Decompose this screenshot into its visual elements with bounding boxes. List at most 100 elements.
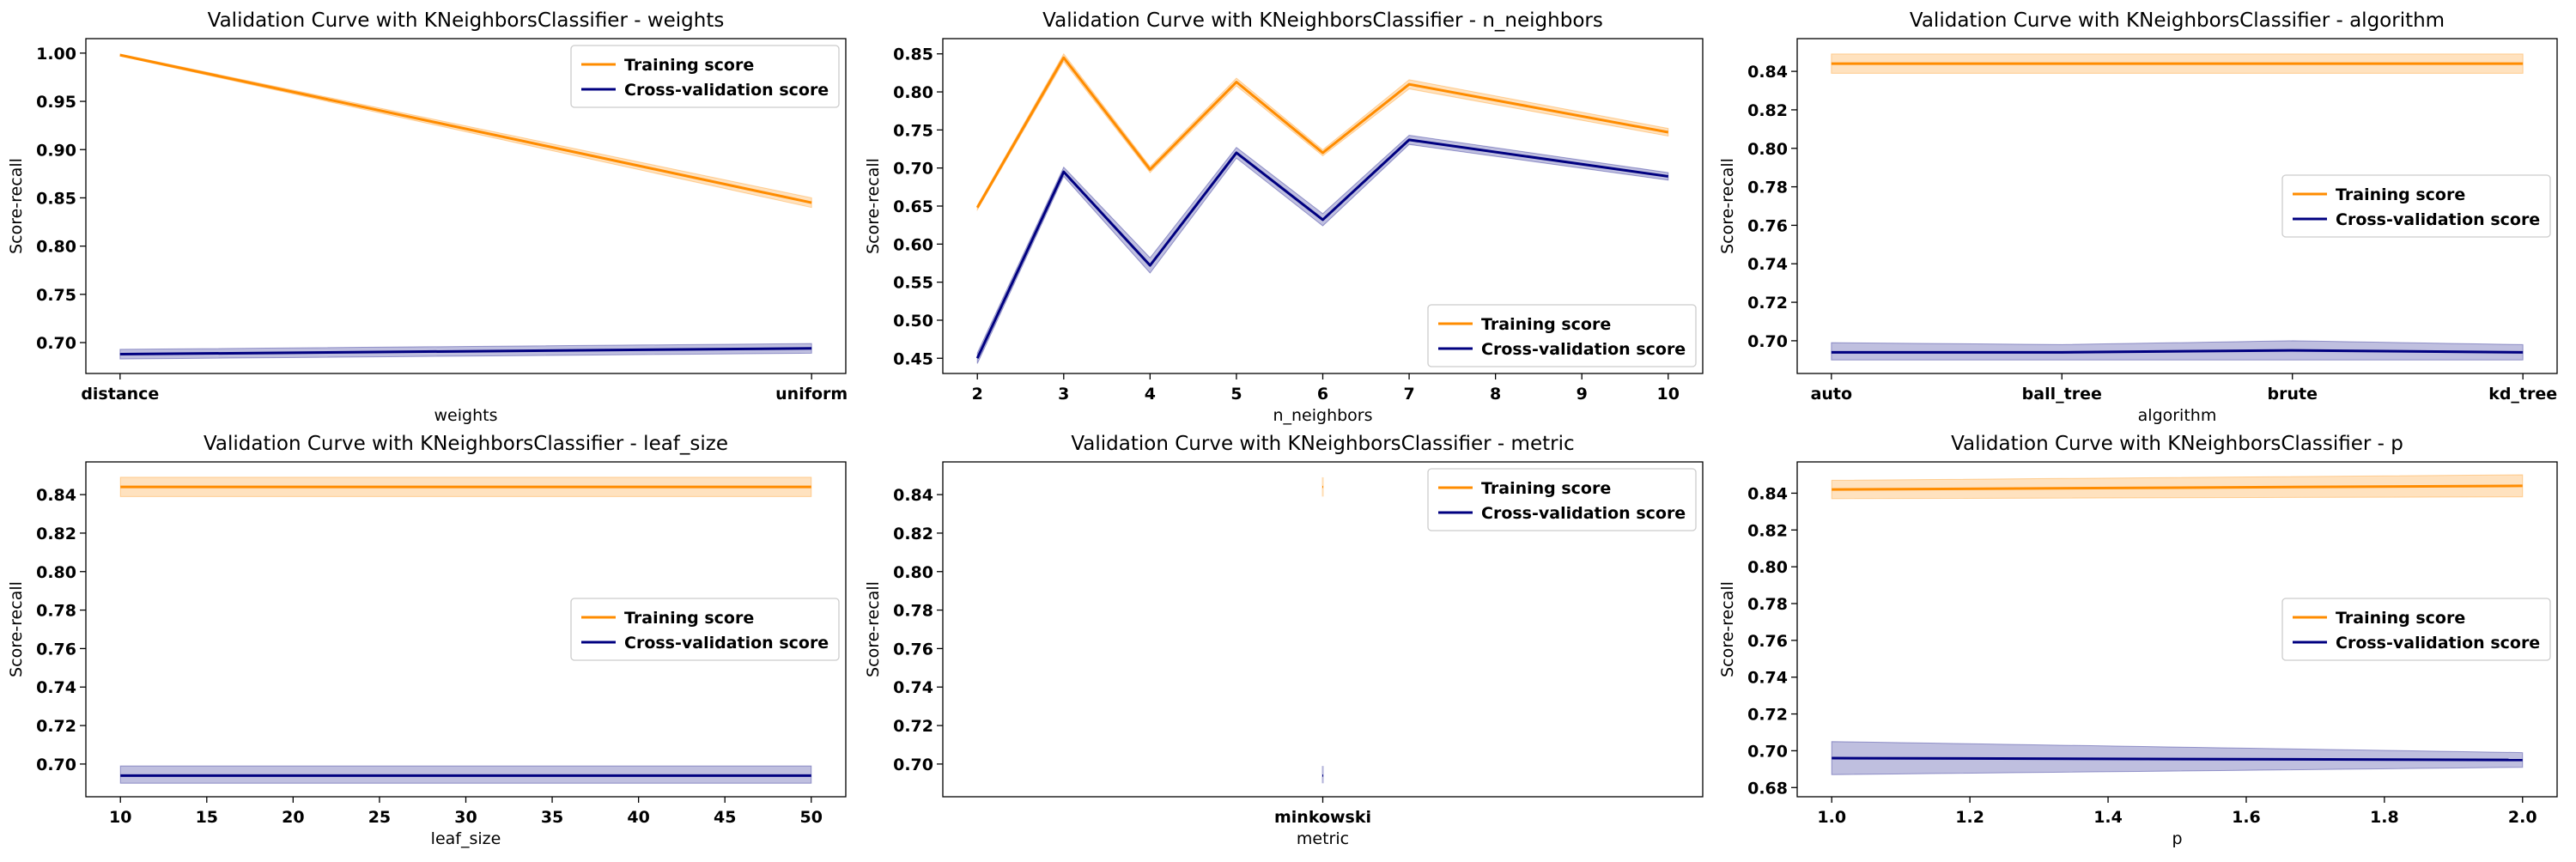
x-tick-label: 1.6 <box>2232 808 2261 827</box>
y-tick-label: 0.76 <box>36 640 76 659</box>
chart-title: Validation Curve with KNeighborsClassifi… <box>204 433 728 455</box>
x-axis-label: algorithm <box>2138 406 2217 425</box>
y-tick-label: 0.60 <box>893 235 933 254</box>
x-axis-label: metric <box>1297 829 1349 848</box>
chart-title: Validation Curve with KNeighborsClassifi… <box>1071 433 1574 455</box>
legend-label-training: Training score <box>1481 479 1611 498</box>
y-tick-label: 0.82 <box>1747 521 1788 540</box>
x-tick-label: brute <box>2267 385 2317 404</box>
y-tick-label: 0.80 <box>1747 140 1788 159</box>
y-tick-label: 0.78 <box>1747 595 1788 614</box>
legend-box <box>2281 174 2551 238</box>
y-tick-label: 0.70 <box>1747 742 1788 761</box>
axes-frame <box>85 38 847 374</box>
chart-panel-2: Validation Curve with KNeighborsClassifi… <box>864 9 1704 425</box>
y-tick-label: 0.90 <box>36 141 76 160</box>
y-tick-label: 0.70 <box>1747 332 1788 351</box>
x-axis-label: p <box>2172 829 2182 848</box>
legend: Training score Cross-validation score <box>2281 174 2551 238</box>
x-tick-label: 15 <box>196 808 218 827</box>
chart-title: Validation Curve with KNeighborsClassifi… <box>1042 9 1603 32</box>
y-axis-label: Score-recall <box>864 158 883 254</box>
y-tick-label: 0.72 <box>1747 294 1788 313</box>
x-tick-label: 45 <box>714 808 736 827</box>
training-line <box>119 53 812 204</box>
x-tick-label: 2.0 <box>2508 808 2537 827</box>
y-tick-label: 0.72 <box>1747 706 1788 725</box>
y-tick-label: 0.76 <box>893 640 933 659</box>
x-tick-label: 3 <box>1058 385 1069 404</box>
y-tick-label: 0.84 <box>1747 484 1788 503</box>
legend-label-validation: Cross-validation score <box>2336 634 2540 653</box>
validation-band <box>976 135 1669 364</box>
chart-panel-4: Validation Curve with KNeighborsClassifi… <box>7 433 847 848</box>
chart-panel-3: Validation Curve with KNeighborsClassifi… <box>1718 9 2558 425</box>
x-tick-label: 1.8 <box>2370 808 2399 827</box>
y-axis-label: Score-recall <box>7 581 26 677</box>
y-tick-label: 0.74 <box>893 678 933 697</box>
y-tick-label: 0.72 <box>893 717 933 736</box>
y-axis-label: Score-recall <box>1718 158 1737 254</box>
y-tick-label: 0.68 <box>1747 779 1788 798</box>
y-tick-label: 0.84 <box>1747 63 1788 82</box>
x-tick-label: 9 <box>1577 385 1588 404</box>
x-tick-label: 50 <box>800 808 823 827</box>
y-tick-label: 0.80 <box>893 83 933 102</box>
chart-title: Validation Curve with KNeighborsClassifi… <box>208 9 725 32</box>
y-tick-label: 0.84 <box>893 486 933 505</box>
x-axis-label: weights <box>434 406 498 425</box>
x-tick-label: 5 <box>1230 385 1242 404</box>
axes-frame <box>1796 38 2558 374</box>
validation-line <box>1831 349 2524 354</box>
legend-label-validation: Cross-validation score <box>1481 340 1686 359</box>
x-tick-label: uniform <box>775 385 848 404</box>
y-tick-label: 0.80 <box>36 238 76 257</box>
y-axis-label: Score-recall <box>7 158 26 254</box>
x-tick-label: 20 <box>282 808 304 827</box>
x-tick-label: 25 <box>368 808 391 827</box>
x-tick-label: 30 <box>454 808 477 827</box>
legend-box <box>1427 468 1697 531</box>
training-line <box>1832 484 2523 491</box>
y-tick-label: 0.82 <box>893 525 933 543</box>
legend: Training score Cross-validation score <box>2281 598 2551 661</box>
y-tick-label: 0.50 <box>893 312 933 331</box>
y-tick-label: 0.78 <box>36 602 76 621</box>
validation-line <box>119 347 812 356</box>
x-tick-label: auto <box>1811 385 1852 404</box>
y-tick-label: 0.80 <box>1747 558 1788 577</box>
y-tick-label: 0.85 <box>893 46 933 64</box>
y-tick-label: 0.70 <box>36 334 76 353</box>
legend-box <box>570 45 840 108</box>
axes-frame <box>1796 461 2558 798</box>
validation-line <box>1832 756 2523 762</box>
y-tick-label: 0.95 <box>36 93 76 112</box>
y-tick-label: 0.75 <box>893 121 933 140</box>
x-axis-label: leaf_size <box>431 829 501 848</box>
x-tick-label: 4 <box>1145 385 1156 404</box>
y-axis-label: Score-recall <box>864 581 883 677</box>
x-tick-label: 1.4 <box>2093 808 2123 827</box>
y-tick-label: 0.45 <box>893 349 933 368</box>
legend: Training score Cross-validation score <box>570 45 840 108</box>
legend-label-training: Training score <box>624 56 754 75</box>
y-tick-label: 0.75 <box>36 286 76 305</box>
legend-box <box>2281 598 2551 661</box>
y-tick-label: 0.84 <box>36 486 76 505</box>
y-tick-label: 0.74 <box>1747 669 1788 688</box>
chart-panel-6: Validation Curve with KNeighborsClassifi… <box>1718 433 2558 848</box>
x-tick-label: 10 <box>109 808 131 827</box>
legend-label-validation: Cross-validation score <box>2336 210 2540 229</box>
x-axis-label: n_neighbors <box>1273 406 1372 425</box>
legend-label-validation: Cross-validation score <box>624 81 829 100</box>
legend-label-training: Training score <box>2336 609 2465 628</box>
x-tick-label: 7 <box>1403 385 1414 404</box>
x-tick-label: 2 <box>972 385 983 404</box>
y-tick-label: 0.78 <box>893 602 933 621</box>
y-tick-label: 0.74 <box>1747 255 1788 274</box>
y-tick-label: 0.76 <box>1747 216 1788 235</box>
legend-box <box>570 598 840 661</box>
y-axis-label: Score-recall <box>1718 581 1737 677</box>
